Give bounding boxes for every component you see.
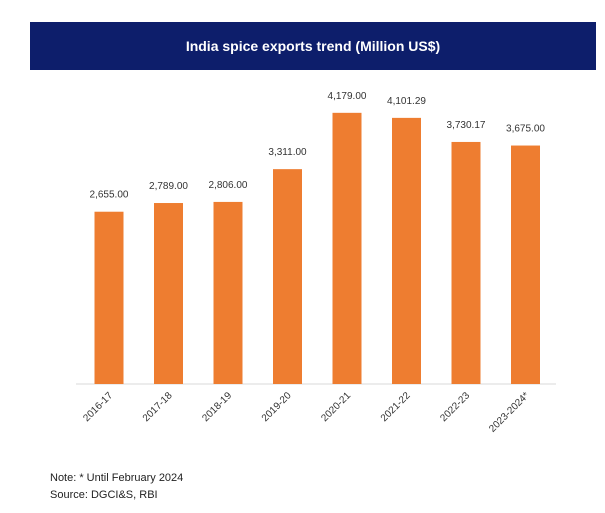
source-text: Source: DGCI&S, RBI	[50, 489, 158, 501]
x-tick-label-2017-18: 2017-18	[141, 390, 175, 424]
data-label-2016-17: 2,655.00	[90, 190, 129, 201]
note-text: Note: * Until February 2024	[50, 472, 184, 484]
data-label-2018-19: 2,806.00	[209, 180, 248, 191]
bar-2016-17	[94, 211, 124, 384]
chart-notes: Note: * Until February 2024 Source: DGCI…	[50, 470, 183, 504]
x-tick-label-2016-17: 2016-17	[81, 390, 115, 424]
x-tick-label-2018-19: 2018-19	[200, 390, 234, 424]
bar-2018-19	[213, 201, 243, 384]
bar-2023-2024*	[511, 145, 540, 384]
data-label-2022-23: 3,730.17	[447, 120, 486, 131]
data-label-2019-20: 3,311.00	[268, 147, 307, 158]
x-tick-label-2019-20: 2019-20	[260, 390, 294, 424]
data-label-2021-22: 4,101.29	[387, 96, 426, 107]
bar-2022-23	[451, 141, 481, 384]
chart-title: India spice exports trend (Million US$)	[185, 38, 441, 54]
bar-2019-20	[273, 169, 302, 384]
x-tick-label-2023-2024*: 2023-2024*	[487, 390, 531, 434]
x-tick-label-2020-21: 2020-21	[319, 390, 353, 424]
x-tick-label-2022-23: 2022-23	[438, 390, 472, 424]
data-label-2020-21: 4,179.00	[328, 91, 367, 102]
bar-2020-21	[332, 112, 362, 384]
data-label-2023-2024*: 3,675.00	[506, 124, 545, 135]
chart-title-banner: India spice exports trend (Million US$)	[30, 22, 596, 70]
bar-2017-18	[154, 203, 183, 384]
bar-2021-22	[392, 117, 421, 384]
x-tick-label-2021-22: 2021-22	[379, 390, 413, 424]
data-label-2017-18: 2,789.00	[149, 181, 188, 192]
